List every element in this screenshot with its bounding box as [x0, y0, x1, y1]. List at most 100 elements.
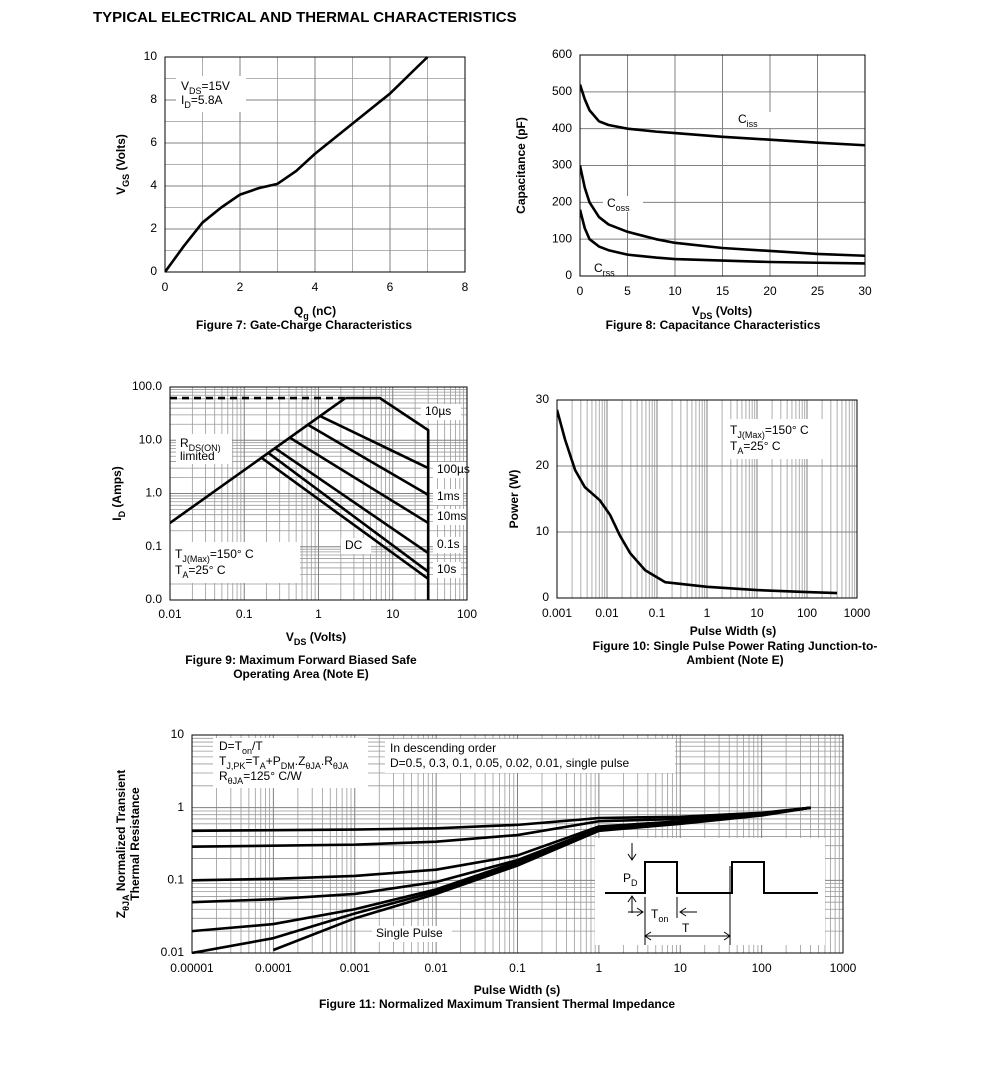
annotation: 0.1s — [437, 537, 460, 551]
series-line — [345, 396, 430, 600]
annotation-background — [433, 509, 467, 525]
x-tick-label: 5 — [624, 284, 631, 298]
series-line — [165, 56, 429, 273]
x-axis-label: VDS (Volts) — [692, 304, 752, 321]
y-axis-label: Capacitance (pF) — [514, 117, 528, 214]
annotation: In descending order — [390, 741, 496, 755]
series-line — [580, 165, 865, 258]
annotation: T — [682, 921, 690, 935]
series-line — [272, 806, 811, 952]
annotation: Single Pulse — [376, 926, 443, 940]
x-tick-label: 10 — [386, 607, 400, 621]
series-line — [307, 423, 429, 497]
annotation: TA=25° C — [730, 439, 781, 456]
annotation: 10s — [437, 562, 456, 576]
x-tick-label: 1000 — [830, 961, 857, 975]
subscript: A — [182, 570, 188, 580]
annotation-background — [170, 542, 300, 583]
text-part: DC — [345, 538, 363, 552]
series-line — [192, 806, 811, 833]
text-part: V — [181, 79, 189, 93]
y-tick-label: 300 — [552, 158, 572, 172]
subscript: DS — [294, 637, 307, 647]
y-tick-label: 10 — [171, 727, 185, 741]
x-tick-label: 0.01 — [595, 606, 619, 620]
subscript: θJA — [333, 761, 349, 771]
subscript: on — [242, 746, 252, 756]
plot-border — [191, 734, 844, 954]
text-part: 10µs — [425, 404, 451, 418]
annotation: RθJA=125° C/W — [219, 769, 302, 786]
text-part: Power (W) — [507, 470, 521, 529]
annotation-background — [433, 462, 469, 478]
y-tick-label: 1 — [177, 800, 184, 814]
text-part: /T — [252, 739, 263, 753]
inset-background — [595, 838, 825, 945]
y-tick-label: 2 — [150, 221, 157, 235]
subscript: g — [303, 311, 309, 321]
y-tick-label: 6 — [150, 135, 157, 149]
text-part: 100µs — [437, 462, 470, 476]
y-tick-label: 0.0 — [145, 592, 162, 606]
x-axis-label: VDS (Volts) — [286, 630, 346, 647]
text-part: =T — [245, 754, 260, 768]
series-line — [580, 84, 865, 147]
annotation: 100µs — [437, 462, 470, 476]
y-tick-label: 20 — [536, 458, 550, 472]
subscript: D — [631, 878, 638, 888]
text-part: R — [180, 436, 189, 450]
y-tick-label: 200 — [552, 195, 572, 209]
x-tick-label: 0.0001 — [255, 961, 292, 975]
annotation-background — [213, 738, 368, 788]
plot-border — [556, 399, 858, 599]
y-tick-label: 30 — [536, 392, 550, 406]
x-tick-label: 1 — [596, 961, 603, 975]
text-part: Q — [294, 304, 303, 318]
chart-title: Operating Area (Note E) — [233, 667, 369, 681]
y-tick-label: 0 — [542, 590, 549, 604]
chart-title: Figure 11: Normalized Maximum Transient … — [319, 997, 675, 1011]
x-tick-label: 30 — [858, 284, 872, 298]
text-part: Pulse Width (s) — [474, 983, 561, 997]
y-tick-label: 100.0 — [132, 379, 162, 393]
annotation-background — [590, 261, 626, 277]
series-line — [170, 397, 347, 524]
annotation: D=0.5, 0.3, 0.1, 0.05, 0.02, 0.01, singl… — [390, 756, 629, 770]
x-tick-label: 10 — [674, 961, 688, 975]
y-axis-label: VGS (Volts) — [114, 134, 131, 195]
annotation-background — [433, 489, 463, 505]
x-tick-label: 0.001 — [340, 961, 370, 975]
y-tick-label: 0.01 — [161, 945, 185, 959]
y-tick-label: 10 — [144, 49, 158, 63]
text-part: 0.1s — [437, 537, 460, 551]
text-part: C — [607, 196, 616, 210]
text-part: D=0.5, 0.3, 0.1, 0.05, 0.02, 0.01, singl… — [390, 756, 629, 770]
text-part: =5.8A — [191, 93, 223, 107]
y-tick-label: 0.1 — [167, 873, 184, 887]
y-tick-label: 10.0 — [139, 432, 163, 446]
text-part: Z — [114, 911, 128, 918]
subscript: J(Max) — [182, 554, 210, 564]
subscript: D — [117, 510, 127, 517]
annotation: Ciss — [738, 112, 758, 129]
text-part: (Amps) — [110, 466, 124, 511]
x-tick-label: 10 — [750, 606, 764, 620]
annotation: Coss — [607, 196, 630, 213]
x-tick-label: 0.1 — [509, 961, 526, 975]
subscript: DS(ON) — [189, 443, 221, 453]
annotation: TJ,PK=TA+PDM.ZθJA.RθJA — [219, 754, 348, 771]
y-tick-label: 10 — [536, 524, 550, 538]
text-part: .R — [321, 754, 333, 768]
text-part: +P — [266, 754, 281, 768]
text-part: =25° C — [743, 439, 780, 453]
subscript: DM — [281, 761, 295, 771]
text-part: Capacitance (pF) — [514, 117, 528, 214]
text-part: 10s — [437, 562, 456, 576]
annotation: TJ(Max)=150° C — [730, 423, 809, 440]
text-part: V — [286, 630, 294, 644]
x-tick-label: 10 — [668, 284, 682, 298]
text-part: Thermal Resistance — [128, 787, 142, 901]
ton-arrows — [628, 866, 731, 945]
subscript: A — [737, 446, 743, 456]
